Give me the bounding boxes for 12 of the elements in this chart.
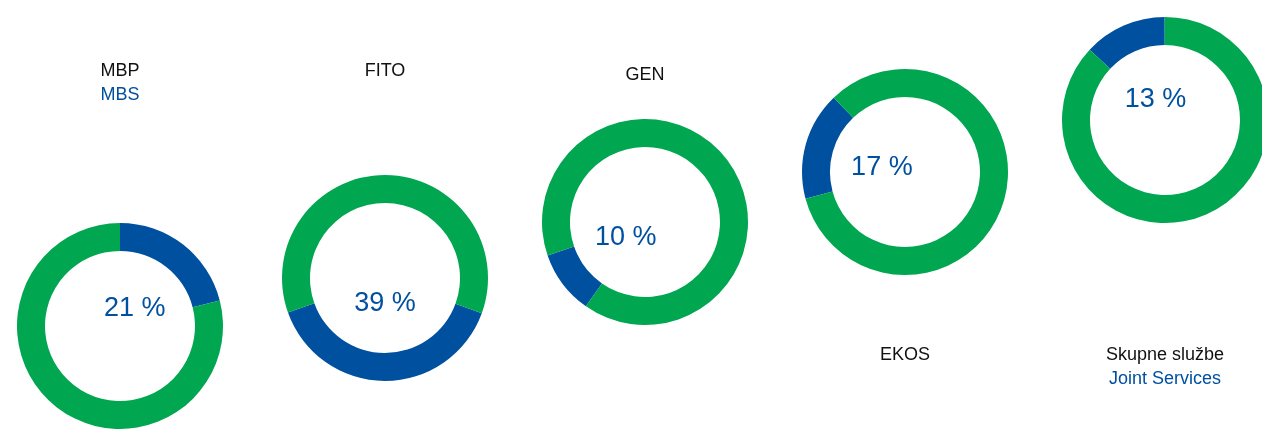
chart-subtitle: MBS: [100, 84, 140, 104]
chart-title: FITO: [364, 60, 406, 80]
data-label: 13 %: [1124, 83, 1187, 114]
text: EKOS: [879, 344, 931, 364]
text: Joint Services: [1108, 368, 1222, 388]
data-label: 17 %: [851, 150, 913, 181]
text: Skupne službe: [1105, 344, 1225, 364]
data-label: 10 %: [595, 221, 657, 252]
chart-title: MBP: [100, 60, 140, 80]
data-label: 39 %: [354, 287, 416, 317]
chart-title: GEN: [625, 64, 665, 84]
data-label: 21 %: [103, 292, 166, 323]
